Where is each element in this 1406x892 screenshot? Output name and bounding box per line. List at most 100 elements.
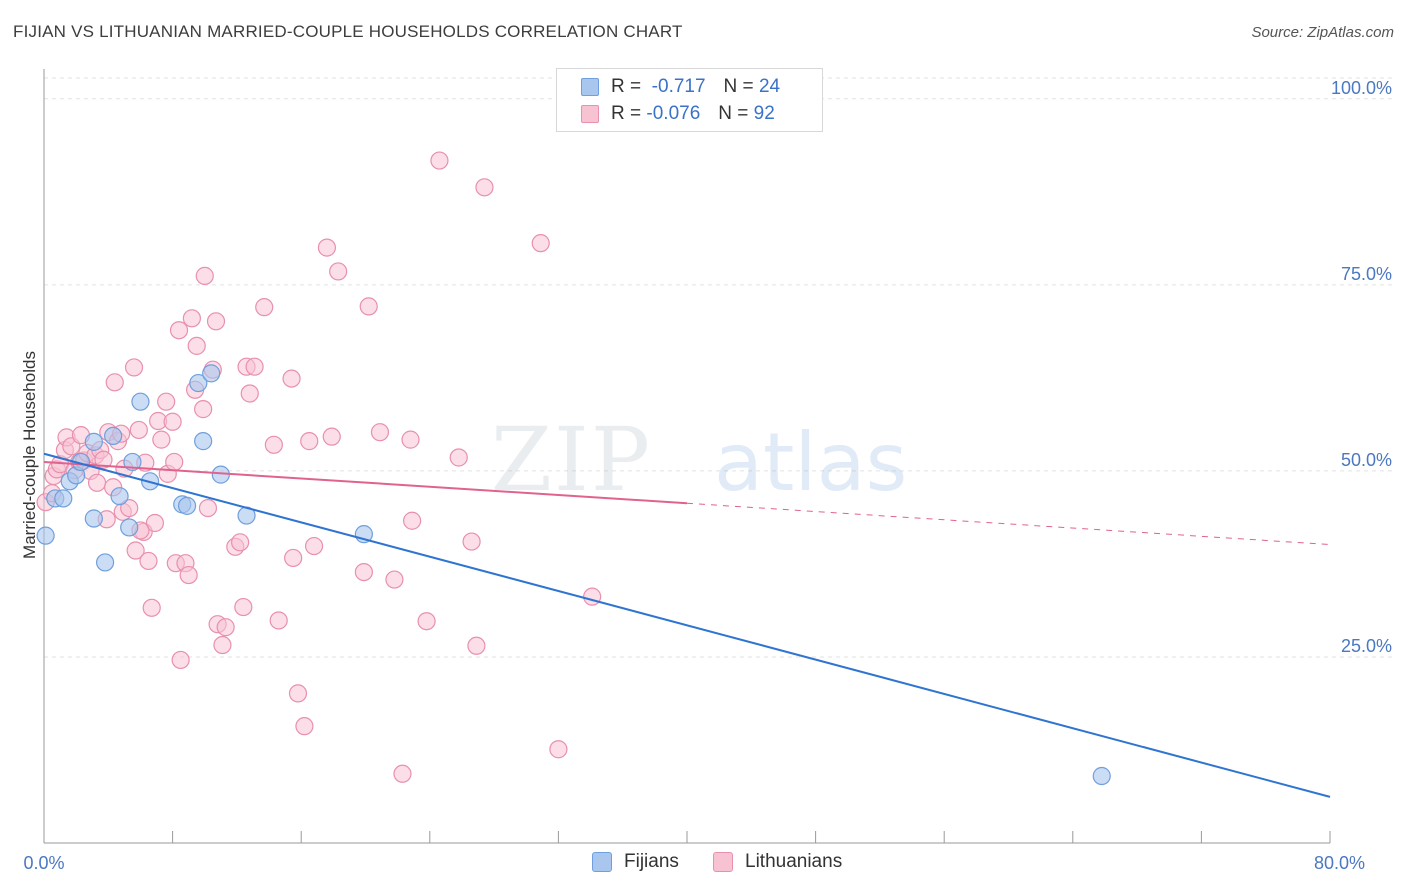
lithuanian-point	[171, 650, 190, 670]
lithuanian-point	[269, 611, 288, 630]
legend-item-fijians[interactable]: Fijians	[592, 851, 679, 873]
legend-label-lithuanians: Lithuanians	[745, 851, 843, 872]
series-legend: Fijians Lithuanians	[0, 851, 1406, 877]
trend-lines	[43, 452, 1331, 798]
lithuanian-point	[94, 450, 113, 469]
watermark: ZIP atlas	[491, 408, 907, 511]
lithuanian-point	[157, 392, 176, 411]
lithuanian-point	[87, 473, 107, 492]
lithuanian-point	[462, 532, 481, 551]
axes	[43, 69, 1331, 844]
lithuanian-point	[385, 570, 404, 589]
lithuanian-point	[169, 321, 189, 340]
x-tick-label-min: 0.0%	[23, 853, 64, 873]
lithuanian-point	[300, 432, 319, 451]
y-tick-label: 25.0%	[1341, 636, 1392, 656]
lithuanian-point	[288, 684, 308, 703]
lithuanian-point	[393, 764, 412, 783]
legend-n-label: N =	[718, 103, 749, 124]
fijian-trend-line	[43, 452, 1331, 798]
legend-r-value: -0.076	[646, 103, 701, 124]
lithuanian-point	[182, 309, 201, 328]
lithuanian-point	[145, 513, 165, 533]
lithuanian-point	[142, 598, 161, 617]
lithuanian-point	[126, 541, 145, 560]
lithuanian-point	[467, 636, 486, 655]
lithuanian-point	[475, 178, 494, 197]
lithuanian-point	[403, 511, 422, 530]
legend-n-value: 92	[753, 103, 775, 124]
fijian-point	[110, 487, 129, 506]
legend-row-lithuanians: R = -0.076 N = 92	[581, 102, 775, 126]
lithuanian-point	[255, 298, 274, 317]
fijian-point	[95, 553, 115, 572]
legend-swatch-lithuanians	[713, 852, 733, 872]
legend-row-fijians: R = -0.717 N = 24	[581, 75, 780, 99]
lithuanian-point	[430, 151, 449, 170]
lithuanian-point	[179, 565, 198, 585]
fijian-point	[1092, 766, 1111, 786]
watermark-zip: ZIP	[491, 408, 652, 511]
lithuanian-point	[105, 373, 124, 392]
correlation-legend: R = -0.717 N = 24 R = -0.076 N = 92	[556, 68, 823, 132]
fijian-point	[131, 392, 150, 411]
lithuanian-trend-line	[43, 460, 688, 505]
y-tick-label: 75.0%	[1341, 264, 1392, 284]
x-tick-label-max: 80.0%	[1314, 853, 1365, 873]
lithuanian-point	[329, 262, 348, 281]
lithuanian-point	[194, 400, 213, 419]
lithuanian-trend-extension	[686, 502, 1331, 546]
lithuanian-point	[354, 562, 373, 582]
lithuanian-point	[370, 423, 390, 442]
lithuanian-point	[245, 357, 264, 376]
fijian-point	[177, 496, 197, 515]
data-points	[36, 151, 1111, 786]
fijian-point	[36, 526, 55, 545]
lithuanian-point	[417, 612, 436, 631]
lithuanian-point	[206, 312, 226, 331]
lithuanian-point	[359, 297, 378, 316]
lithuanian-point	[120, 498, 139, 518]
lithuanian-point	[129, 420, 148, 440]
lithuanian-point	[401, 430, 420, 449]
lithuanian-point	[531, 234, 550, 253]
lithuanian-point	[295, 717, 314, 736]
lithuanian-point	[198, 498, 218, 518]
lithuanian-point	[284, 548, 303, 568]
y-axis-label: Married-couple Households	[20, 351, 39, 559]
y-tick-label: 100.0%	[1331, 78, 1392, 98]
y-tick-label: 50.0%	[1341, 450, 1392, 470]
legend-item-lithuanians[interactable]: Lithuanians	[713, 851, 842, 873]
fijian-point	[120, 518, 139, 537]
lithuanian-point	[165, 452, 184, 472]
chart-title: FIJIAN VS LITHUANIAN MARRIED-COUPLE HOUS…	[13, 22, 683, 41]
fijian-point	[54, 489, 73, 508]
legend-r-label: R =	[611, 103, 642, 124]
source-attribution: Source: ZipAtlas.com	[1251, 24, 1394, 41]
lithuanian-point	[240, 384, 259, 403]
lithuanian-point	[231, 533, 250, 552]
lithuanian-point	[216, 618, 235, 637]
legend-label-fijians: Fijians	[624, 851, 679, 872]
fijian-point	[194, 432, 213, 451]
fijian-point	[84, 432, 103, 451]
legend-n-value: 24	[758, 76, 781, 97]
lithuanian-point	[317, 238, 337, 257]
lithuanian-point	[549, 740, 568, 759]
fijian-point	[84, 509, 103, 528]
lithuanian-point	[139, 551, 158, 571]
legend-r-value: -0.717	[651, 76, 706, 97]
lithuanian-point	[152, 430, 171, 449]
legend-swatch-fijians	[592, 852, 612, 872]
lithuanian-point	[234, 597, 253, 617]
lithuanian-point	[449, 448, 468, 467]
legend-r-label: R =	[611, 76, 642, 97]
legend-swatch-fijians	[581, 78, 599, 96]
legend-n-label: N =	[723, 76, 754, 97]
fijian-point	[189, 373, 208, 393]
tick-labels: 25.0% 50.0% 75.0% 100.0% 0.0% 80.0%	[23, 78, 1392, 873]
lithuanian-point	[304, 536, 324, 556]
lithuanian-point	[213, 635, 232, 655]
legend-swatch-lithuanians	[581, 105, 599, 123]
